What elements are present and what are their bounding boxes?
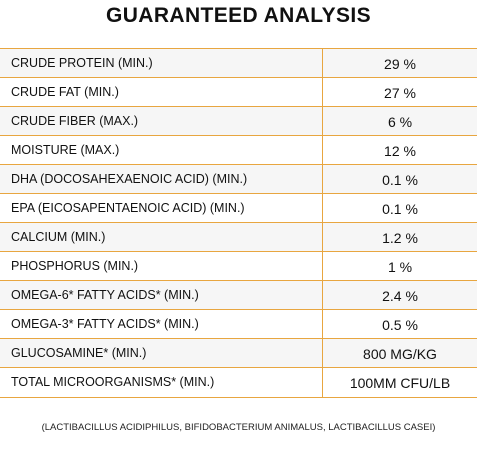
- row-label: CRUDE PROTEIN (MIN.): [0, 49, 323, 77]
- row-label: EPA (EICOSAPENTAENOIC ACID) (MIN.): [0, 194, 323, 222]
- row-label: DHA (DOCOSAHEXAENOIC ACID) (MIN.): [0, 165, 323, 193]
- table-row: MOISTURE (MAX.) 12 %: [0, 136, 477, 165]
- table-row: GLUCOSAMINE* (MIN.) 800 MG/KG: [0, 339, 477, 368]
- row-value: 27 %: [384, 85, 416, 101]
- row-label: TOTAL MICROORGANISMS* (MIN.): [0, 368, 323, 397]
- row-value: 1 %: [387, 259, 413, 275]
- row-label: MOISTURE (MAX.): [0, 136, 323, 164]
- row-value: 29 %: [384, 56, 416, 72]
- row-label: OMEGA-6* FATTY ACIDS* (MIN.): [0, 281, 323, 309]
- row-value: 6 %: [387, 114, 413, 130]
- table-row: DHA (DOCOSAHEXAENOIC ACID) (MIN.) 0.1 %: [0, 165, 477, 194]
- analysis-table: CRUDE PROTEIN (MIN.) 29 % CRUDE FAT (MIN…: [0, 48, 477, 398]
- table-row: OMEGA-6* FATTY ACIDS* (MIN.) 2.4 %: [0, 281, 477, 310]
- row-value: 2.4 %: [382, 288, 418, 304]
- row-value: 0.1 %: [382, 201, 418, 217]
- table-row: PHOSPHORUS (MIN.) 1 %: [0, 252, 477, 281]
- row-label: CRUDE FAT (MIN.): [0, 78, 323, 106]
- footnote: (LACTIBACILLUS ACIDIPHILUS, BIFIDOBACTER…: [41, 422, 436, 433]
- row-value: 0.1 %: [382, 172, 418, 188]
- row-label: GLUCOSAMINE* (MIN.): [0, 339, 323, 367]
- row-value: 800 MG/KG: [363, 346, 437, 362]
- table-row: OMEGA-3* FATTY ACIDS* (MIN.) 0.5 %: [0, 310, 477, 339]
- row-value: 1.2 %: [382, 230, 418, 246]
- row-label: CRUDE FIBER (MAX.): [0, 107, 323, 135]
- table-row: CRUDE FIBER (MAX.) 6 %: [0, 107, 477, 136]
- row-value: 12 %: [384, 143, 416, 159]
- row-label: PHOSPHORUS (MIN.): [0, 252, 323, 280]
- row-label: CALCIUM (MIN.): [0, 223, 323, 251]
- page-title: GUARANTEED ANALYSIS: [105, 4, 372, 27]
- table-row: CRUDE FAT (MIN.) 27 %: [0, 78, 477, 107]
- table-row: TOTAL MICROORGANISMS* (MIN.) 100MM CFU/L…: [0, 368, 477, 398]
- row-value: 100MM CFU/LB: [349, 375, 451, 391]
- row-label: OMEGA-3* FATTY ACIDS* (MIN.): [0, 310, 323, 338]
- table-row: EPA (EICOSAPENTAENOIC ACID) (MIN.) 0.1 %: [0, 194, 477, 223]
- table-row: CALCIUM (MIN.) 1.2 %: [0, 223, 477, 252]
- row-value: 0.5 %: [382, 317, 418, 333]
- table-row: CRUDE PROTEIN (MIN.) 29 %: [0, 49, 477, 78]
